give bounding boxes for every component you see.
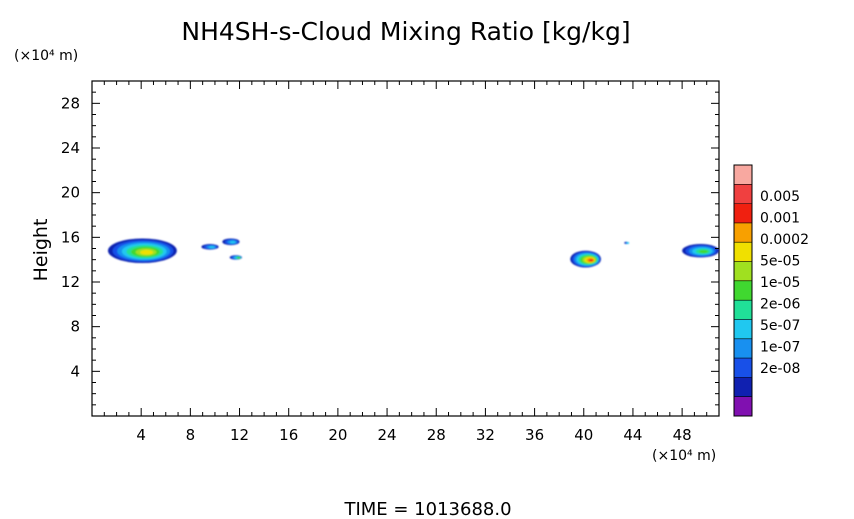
cloud [570,250,601,268]
cloud-contour [208,246,215,249]
colorbar-swatch [734,222,752,243]
y-axis-label: Height [30,219,52,282]
x-tick-label: 28 [427,426,446,444]
colorbar-swatch [734,396,752,417]
cloud-contour [699,249,709,254]
y-tick-label: 12 [61,273,80,291]
colorbar-label: 2e-08 [760,361,800,377]
colorbar-swatch [734,358,752,378]
x-tick-label: 12 [230,426,249,444]
cloud-contour [237,256,241,259]
x-tick-label: 16 [279,426,298,444]
colorbar-label: 0.005 [760,189,800,205]
x-tick-label: 36 [525,426,544,444]
cloud [201,244,219,250]
colorbar-label: 2e-06 [760,297,800,313]
colorbar-label: 5e-07 [760,318,800,334]
y-tick-label: 28 [61,94,80,112]
colorbar-swatch [734,300,752,320]
colorbar-swatch [734,280,752,301]
x-tick-label: 24 [378,426,397,444]
cloud-layer [107,238,719,268]
colorbar-swatch [734,338,752,359]
y-axis-unit: (×10⁴ m) [14,48,78,64]
colorbar: 0.005 0.001 0.0002 5e-05 1e-05 2e-06 5e-07 1e-0… [733,164,809,417]
colorbar-label: 1e-07 [760,340,800,356]
y-tick-label: 8 [70,318,80,336]
cloud-contour [626,242,630,245]
colorbar-frame [733,164,753,417]
cloud [229,255,242,260]
colorbar-label: 1e-05 [760,275,800,291]
x-tick-labels: 4 8 12 16 20 24 28 32 36 40 44 48 [136,426,691,444]
cloud [624,241,630,245]
plot-frame [91,80,720,417]
colorbar-swatch [734,242,752,263]
y-tick-label: 16 [61,228,80,246]
cloud [682,244,719,258]
x-tick-label: 48 [673,426,692,444]
x-tick-label: 32 [476,426,495,444]
colorbar-swatch [734,261,752,282]
cloud-contour [588,258,594,262]
colorbar-swatch [734,319,752,340]
cloud-contour [229,241,236,244]
y-tick-label: 4 [70,362,80,380]
y-tick-label: 24 [61,139,80,157]
cloud [222,238,240,246]
axis-ticks [92,81,719,416]
colorbar-label: 0.001 [760,210,800,226]
x-tick-label: 4 [136,426,146,444]
cloud-contour [140,250,154,255]
colorbar-swatch [734,377,752,398]
chart-title: NH4SH-s-Cloud Mixing Ratio [kg/kg] [181,17,630,46]
colorbar-label: 0.0002 [760,232,809,248]
colorbar-swatch [734,203,752,224]
y-tick-label: 20 [61,184,80,202]
y-tick-labels: 4 8 12 16 20 24 28 [61,94,80,380]
x-tick-label: 20 [328,426,347,444]
x-axis-unit: (×10⁴ m) [652,448,716,464]
time-label: TIME = 1013688.0 [343,499,511,519]
cloud [107,238,177,264]
colorbar-swatch [734,165,752,185]
x-tick-label: 40 [574,426,593,444]
colorbar-label: 5e-05 [760,253,800,269]
colorbar-swatch [734,184,752,205]
x-tick-label: 8 [186,426,196,444]
x-tick-label: 44 [623,426,642,444]
